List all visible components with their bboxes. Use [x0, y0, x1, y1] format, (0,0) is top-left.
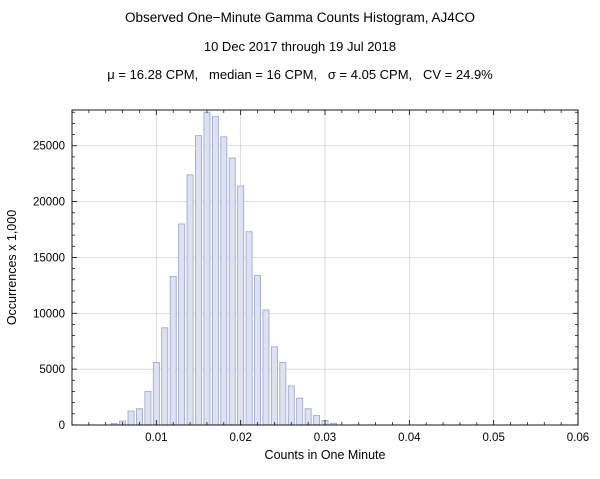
- histogram-bar: [203, 111, 211, 426]
- histogram-bar: [245, 231, 253, 426]
- histogram-bar: [127, 410, 135, 426]
- histogram-bar: [195, 135, 202, 426]
- x-axis-label: Counts in One Minute: [265, 448, 386, 462]
- histogram-bar: [228, 157, 236, 426]
- histogram-bar: [270, 346, 278, 426]
- histogram-bar: [161, 327, 169, 426]
- histogram-bar: [279, 362, 287, 426]
- histogram-bar: [313, 415, 320, 426]
- histogram-bar: [178, 223, 186, 426]
- svg-text:15000: 15000: [33, 252, 65, 264]
- histogram-bar: [296, 397, 304, 426]
- svg-text:25000: 25000: [33, 141, 65, 153]
- svg-text:0.04: 0.04: [398, 432, 421, 444]
- histogram-bar: [237, 185, 245, 426]
- svg-text:0: 0: [59, 420, 65, 432]
- y-axis-label: Occurrences x 1,000: [5, 210, 19, 325]
- histogram-bar: [220, 136, 228, 426]
- chart-title: Observed One−Minute Gamma Counts Histogr…: [124, 10, 476, 25]
- svg-text:0.02: 0.02: [229, 432, 251, 444]
- svg-text:0.03: 0.03: [314, 432, 336, 444]
- svg-text:10000: 10000: [33, 308, 65, 320]
- gridlines-layer: [72, 110, 579, 425]
- axis-titles-layer: Counts in One Minute Occurrences x 1,000: [5, 210, 385, 462]
- chart-stats: μ = 16.28 CPM, median = 16 CPM, σ = 4.05…: [107, 67, 493, 82]
- histogram-bar: [144, 391, 152, 426]
- ticks-layer: [71, 110, 579, 426]
- svg-text:0.01: 0.01: [145, 432, 167, 444]
- tick-labels-layer: 0.01 0.02 0.03 0.04 0.05 0.06 0 5000 10000 15000 2…: [33, 141, 589, 444]
- svg-text:5000: 5000: [39, 364, 65, 376]
- histogram-bar: [254, 274, 261, 426]
- histogram-bar: [186, 174, 194, 426]
- chart-subtitle: 10 Dec 2017 through 19 Jul 2018: [203, 39, 397, 54]
- bars-layer: [110, 111, 337, 426]
- histogram-bar: [211, 116, 219, 426]
- svg-text:0.05: 0.05: [482, 432, 504, 444]
- svg-text:0.06: 0.06: [567, 432, 589, 444]
- histogram-bar: [262, 309, 270, 426]
- histogram-bar: [152, 362, 160, 426]
- svg-text:20000: 20000: [33, 197, 65, 209]
- histogram-bar: [287, 385, 295, 426]
- histogram-bar: [169, 276, 177, 426]
